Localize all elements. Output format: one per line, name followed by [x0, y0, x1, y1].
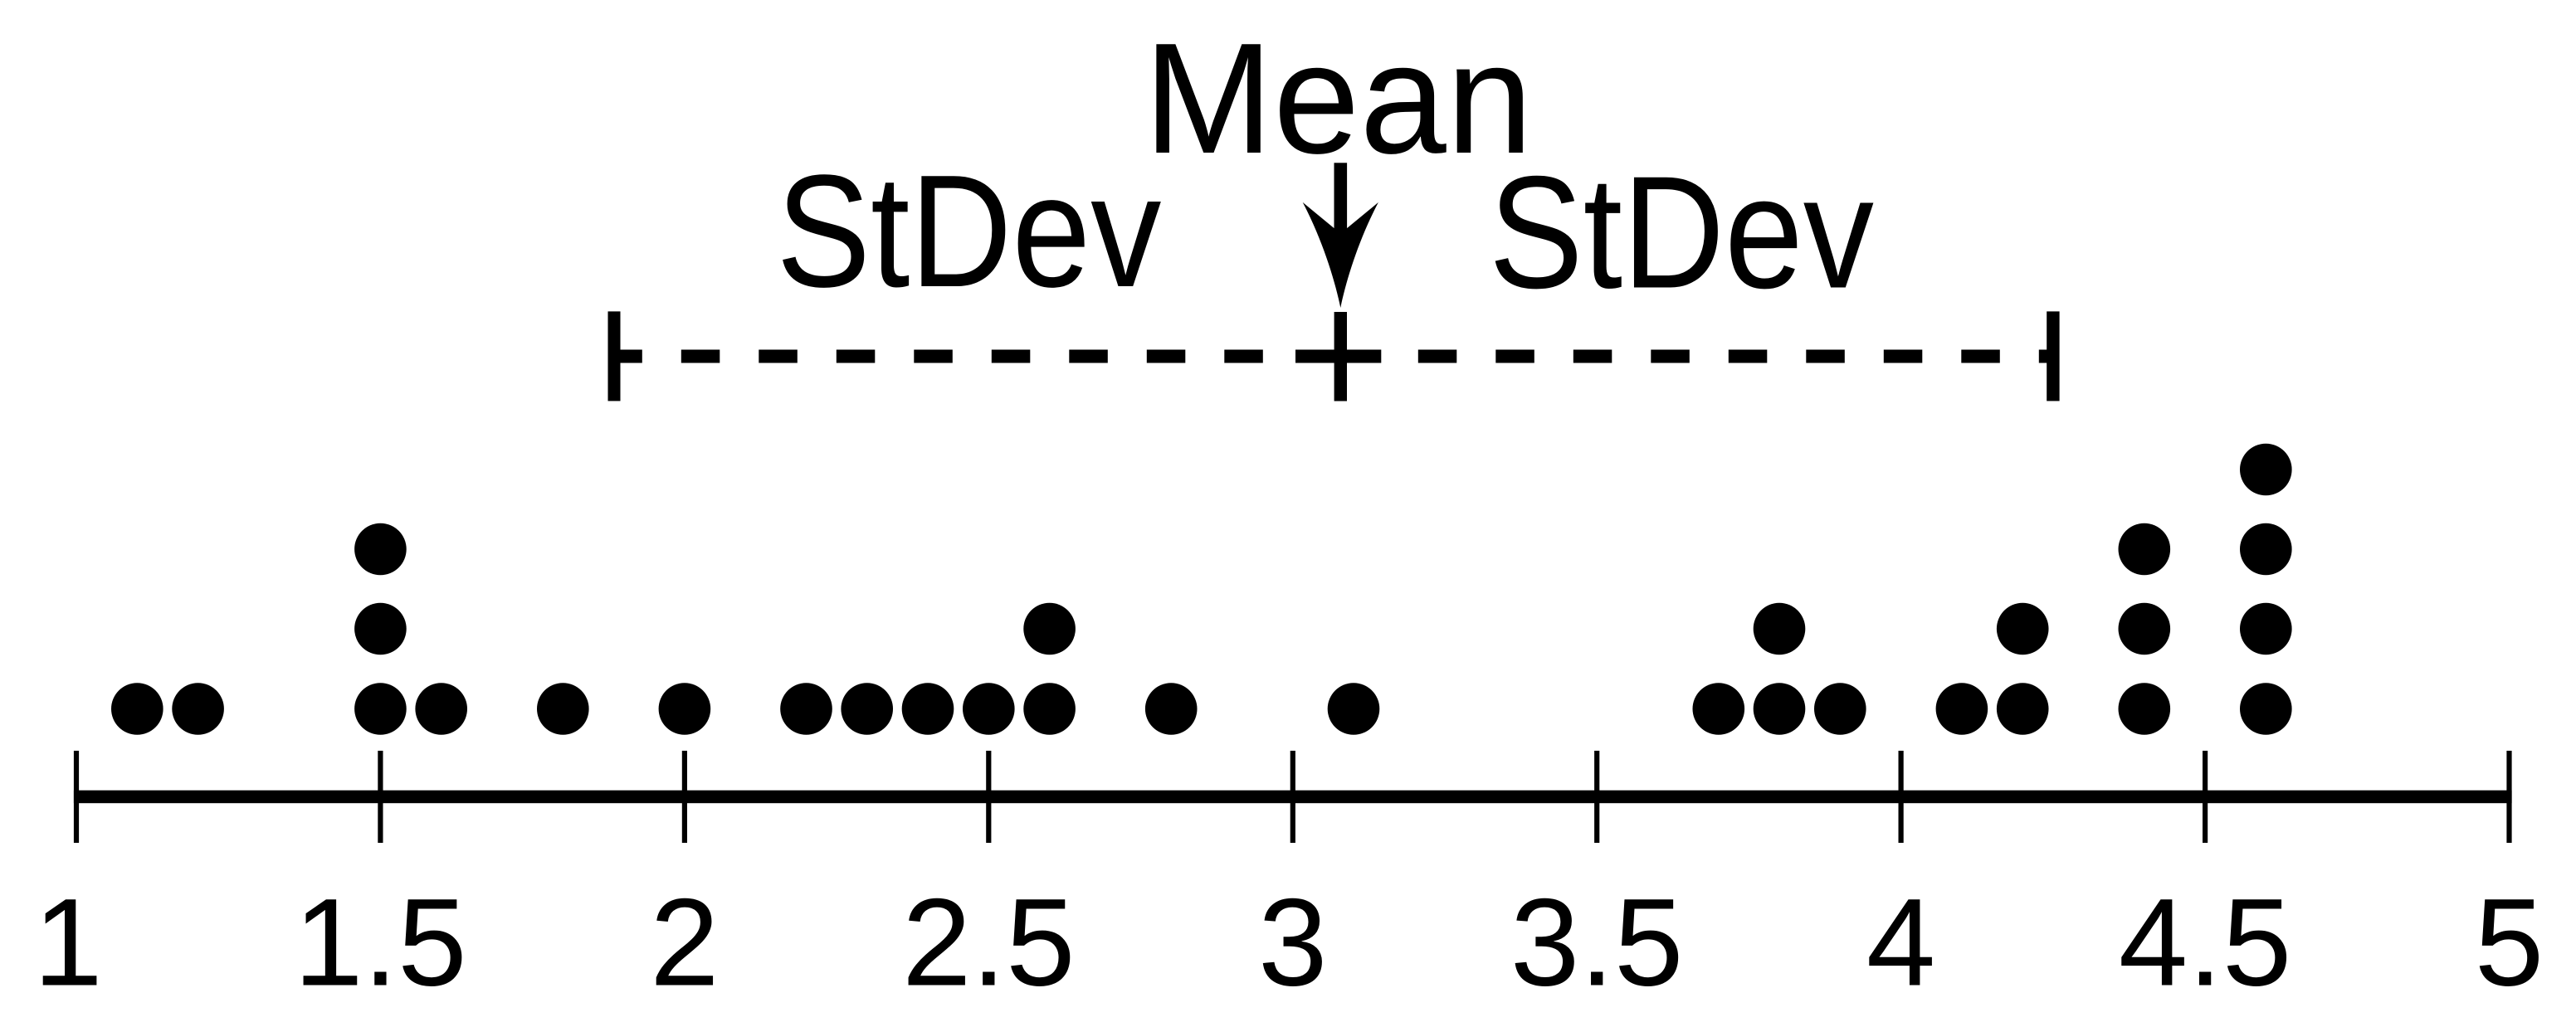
svg-text:4.5: 4.5: [2119, 873, 2292, 1012]
svg-text:1.5: 1.5: [294, 873, 467, 1012]
svg-text:Mean: Mean: [1144, 11, 1533, 187]
svg-text:StDev: StDev: [1489, 143, 1874, 322]
svg-text:2.5: 2.5: [902, 873, 1076, 1012]
svg-text:2: 2: [650, 873, 719, 1012]
svg-text:1: 1: [33, 873, 102, 1012]
svg-text:StDev: StDev: [776, 141, 1161, 320]
svg-text:3.5: 3.5: [1510, 873, 1684, 1012]
svg-text:4: 4: [1866, 873, 1935, 1012]
svg-text:5: 5: [2475, 873, 2544, 1012]
svg-text:3: 3: [1258, 873, 1327, 1012]
